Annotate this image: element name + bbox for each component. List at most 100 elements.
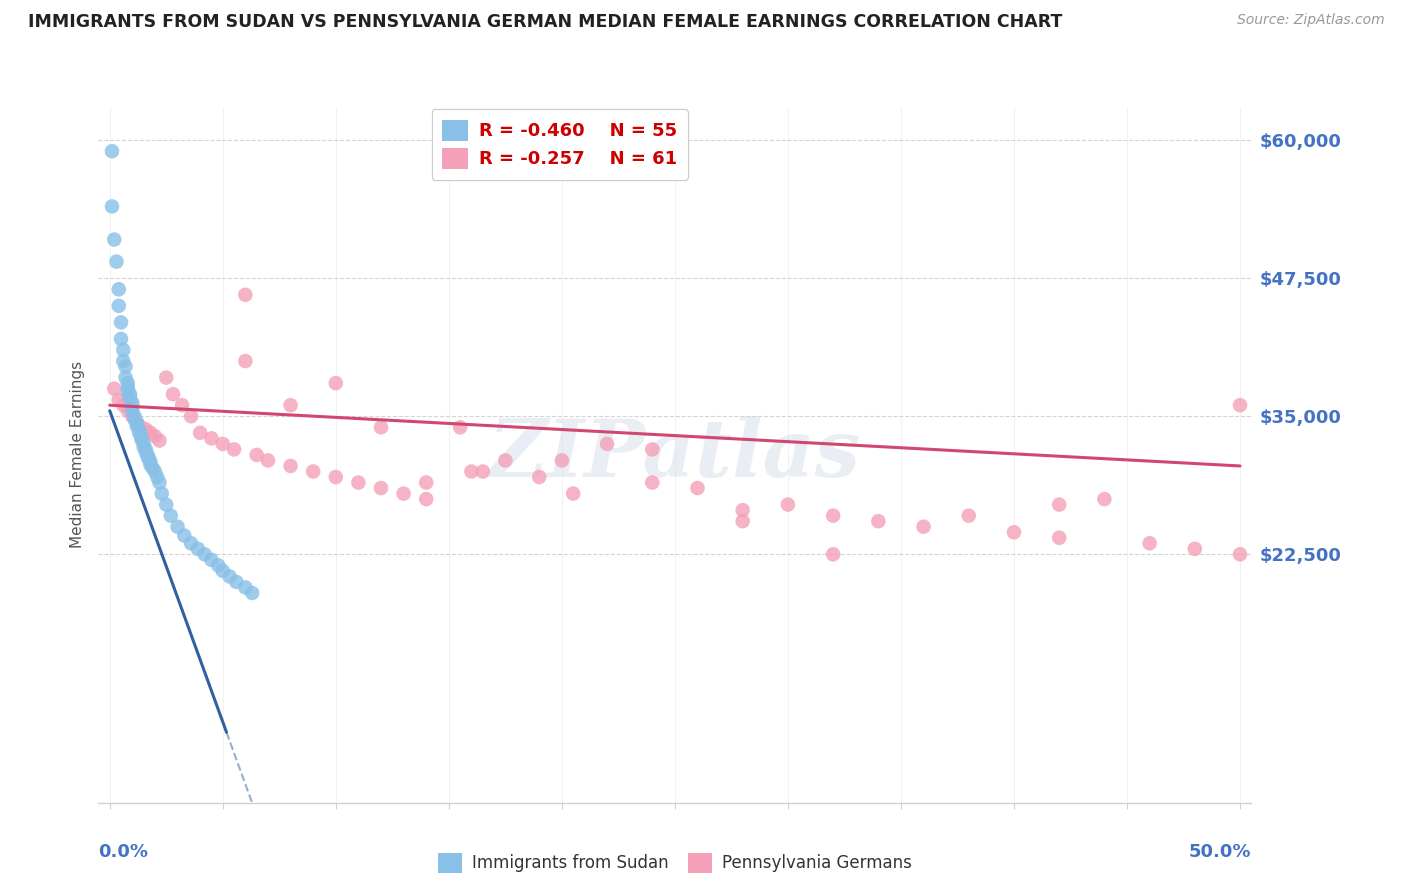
Point xyxy=(143,465,166,479)
Point xyxy=(132,435,155,450)
Point xyxy=(162,387,184,401)
Point xyxy=(120,387,142,401)
Point xyxy=(347,475,370,490)
Text: ZIPatlas: ZIPatlas xyxy=(489,417,860,493)
Point xyxy=(302,465,325,479)
Point xyxy=(121,396,143,410)
Point xyxy=(225,574,247,589)
Point xyxy=(131,420,153,434)
Point xyxy=(142,461,165,475)
Point xyxy=(173,528,195,542)
Point xyxy=(170,398,193,412)
Point xyxy=(222,442,245,457)
Point xyxy=(125,415,148,429)
Point xyxy=(1139,536,1161,550)
Point xyxy=(120,392,142,406)
Point xyxy=(325,376,347,391)
Point xyxy=(112,354,135,368)
Point xyxy=(148,475,170,490)
Point xyxy=(112,343,135,357)
Point xyxy=(257,453,280,467)
Point xyxy=(131,433,153,447)
Point xyxy=(135,423,157,437)
Text: IMMIGRANTS FROM SUDAN VS PENNSYLVANIA GERMAN MEDIAN FEMALE EARNINGS CORRELATION : IMMIGRANTS FROM SUDAN VS PENNSYLVANIA GE… xyxy=(28,13,1063,31)
Point xyxy=(121,409,143,424)
Point xyxy=(641,475,664,490)
Point xyxy=(211,437,233,451)
Point xyxy=(166,519,188,533)
Point xyxy=(107,299,129,313)
Legend: Immigrants from Sudan, Pennsylvania Germans: Immigrants from Sudan, Pennsylvania Germ… xyxy=(432,847,918,880)
Point xyxy=(121,405,143,419)
Point xyxy=(117,403,139,417)
Point xyxy=(235,354,257,368)
Point xyxy=(686,481,709,495)
Point xyxy=(132,440,155,454)
Point xyxy=(1229,398,1251,412)
Point xyxy=(325,470,347,484)
Point xyxy=(246,448,269,462)
Point xyxy=(912,519,935,533)
Point xyxy=(562,486,585,500)
Point xyxy=(823,508,845,523)
Point xyxy=(107,392,129,407)
Point xyxy=(136,451,159,466)
Point xyxy=(1184,541,1206,556)
Point xyxy=(180,536,202,550)
Point xyxy=(823,547,845,561)
Point xyxy=(180,409,202,424)
Point xyxy=(957,508,980,523)
Point xyxy=(139,458,162,472)
Point xyxy=(103,233,125,247)
Point xyxy=(146,470,169,484)
Text: 0.0%: 0.0% xyxy=(98,843,149,861)
Point xyxy=(370,481,392,495)
Point xyxy=(731,503,754,517)
Point xyxy=(392,486,415,500)
Point xyxy=(139,425,162,440)
Point xyxy=(159,508,181,523)
Point xyxy=(207,558,229,573)
Point xyxy=(1002,525,1025,540)
Point xyxy=(150,486,173,500)
Point xyxy=(415,492,437,507)
Point xyxy=(280,398,302,412)
Point xyxy=(155,498,177,512)
Point xyxy=(529,470,551,484)
Point xyxy=(235,581,257,595)
Point xyxy=(139,454,162,468)
Point xyxy=(117,384,139,399)
Point xyxy=(143,429,166,443)
Point xyxy=(101,199,124,213)
Point xyxy=(121,401,143,415)
Point xyxy=(731,514,754,528)
Point xyxy=(110,315,132,329)
Point xyxy=(494,453,516,467)
Point xyxy=(1047,498,1070,512)
Point xyxy=(596,437,619,451)
Point xyxy=(105,254,128,268)
Point xyxy=(218,569,240,583)
Point xyxy=(107,282,129,296)
Point xyxy=(194,547,217,561)
Y-axis label: Median Female Earnings: Median Female Earnings xyxy=(70,361,86,549)
Point xyxy=(124,409,146,424)
Point xyxy=(280,458,302,473)
Point xyxy=(240,586,263,600)
Legend: R = -0.460    N = 55, R = -0.257    N = 61: R = -0.460 N = 55, R = -0.257 N = 61 xyxy=(432,109,688,179)
Point xyxy=(131,429,153,443)
Point xyxy=(776,498,799,512)
Point xyxy=(211,564,233,578)
Point xyxy=(136,449,159,463)
Point xyxy=(200,431,222,445)
Point xyxy=(415,475,437,490)
Point xyxy=(128,423,150,437)
Point xyxy=(148,434,170,448)
Point xyxy=(125,419,148,434)
Point xyxy=(128,425,150,440)
Point xyxy=(868,514,890,528)
Point xyxy=(1092,492,1115,507)
Point xyxy=(135,442,157,457)
Point xyxy=(1229,547,1251,561)
Point xyxy=(1047,531,1070,545)
